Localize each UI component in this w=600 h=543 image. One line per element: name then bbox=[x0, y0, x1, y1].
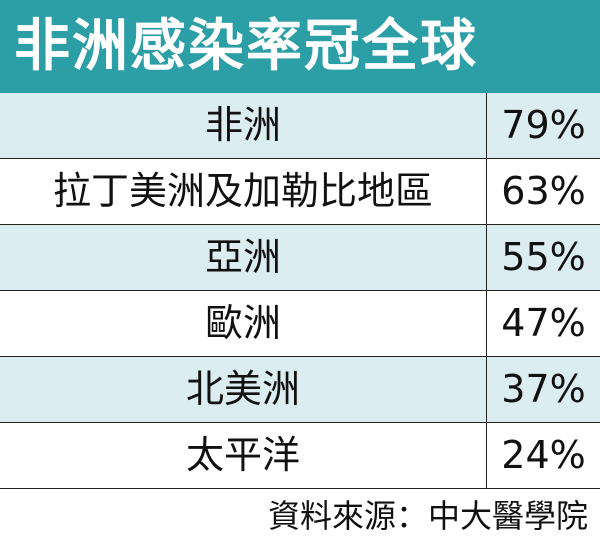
rate-cell: 79% bbox=[501, 103, 586, 147]
region-cell: 歐洲 bbox=[0, 291, 487, 356]
table: 非洲 79% 拉丁美洲及加勒比地區 63% 亞洲 55% 歐洲 47% 北美洲 37% 太平洋 24% bbox=[0, 93, 600, 489]
table-row: 北美洲 37% bbox=[0, 357, 600, 423]
rate-cell: 55% bbox=[501, 235, 586, 279]
table-row: 拉丁美洲及加勒比地區 63% bbox=[0, 159, 600, 225]
table-row: 亞洲 55% bbox=[0, 225, 600, 291]
title: 非洲感染率冠全球 bbox=[0, 0, 600, 93]
region-cell: 非洲 bbox=[0, 93, 487, 158]
table-row: 太平洋 24% bbox=[0, 423, 600, 489]
region-cell: 太平洋 bbox=[0, 423, 487, 488]
table-row: 非洲 79% bbox=[0, 93, 600, 159]
rate-cell: 37% bbox=[501, 367, 586, 411]
region-cell: 拉丁美洲及加勒比地區 bbox=[0, 159, 487, 224]
rate-cell: 63% bbox=[501, 169, 586, 213]
region-cell: 北美洲 bbox=[0, 357, 487, 422]
rate-cell: 24% bbox=[501, 433, 586, 477]
rate-cell: 47% bbox=[501, 301, 586, 345]
table-row: 歐洲 47% bbox=[0, 291, 600, 357]
source-note: 資料來源：中大醫學院 bbox=[267, 497, 588, 535]
region-cell: 亞洲 bbox=[0, 225, 487, 290]
